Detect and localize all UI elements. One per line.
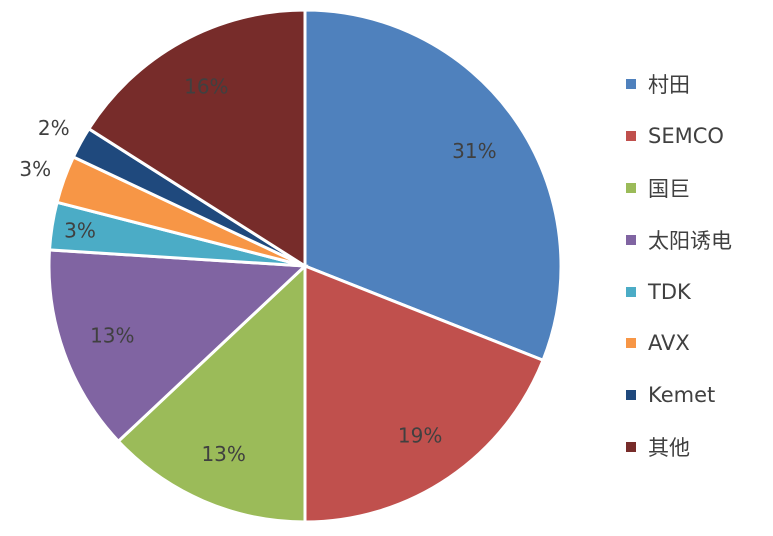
- legend-item: TDK: [626, 266, 732, 318]
- legend-swatch: [626, 234, 636, 245]
- legend-item: SEMCO: [626, 110, 732, 162]
- pie-slice: [303, 8, 563, 363]
- legend-item: 其他: [626, 421, 732, 473]
- legend-label: TDK: [648, 279, 691, 304]
- legend-label: SEMCO: [648, 123, 724, 148]
- pie-slice: [303, 263, 545, 524]
- pie-slice: [116, 262, 307, 524]
- legend-swatch: [626, 286, 636, 297]
- legend-label: 村田: [648, 72, 690, 97]
- legend-item: Kemet: [626, 369, 732, 421]
- data-label: 16%: [184, 75, 228, 99]
- data-label: 3%: [19, 157, 51, 181]
- legend-item: 村田: [626, 58, 732, 110]
- data-label: 31%: [452, 139, 496, 163]
- legend-label: 国巨: [648, 176, 690, 201]
- data-label: 13%: [201, 442, 245, 466]
- pie-slice: [86, 8, 307, 269]
- legend-label: Kemet: [648, 383, 716, 408]
- data-label: 13%: [90, 323, 134, 347]
- data-label: 2%: [38, 116, 70, 140]
- legend-label: AVX: [648, 331, 690, 356]
- legend: 村田 SEMCO 国巨 太阳诱电 TDK AVX Kemet 其他: [626, 58, 732, 473]
- data-label: 19%: [398, 423, 442, 447]
- legend-item: 太阳诱电: [626, 214, 732, 266]
- legend-swatch: [626, 390, 636, 401]
- legend-label: 其他: [648, 436, 690, 461]
- data-label: 3%: [64, 218, 96, 242]
- legend-swatch: [626, 442, 636, 453]
- legend-swatch: [626, 130, 636, 141]
- legend-item: AVX: [626, 317, 732, 369]
- legend-swatch: [626, 78, 636, 89]
- legend-swatch: [626, 182, 636, 193]
- legend-swatch: [626, 338, 636, 349]
- legend-item: 国巨: [626, 162, 732, 214]
- legend-label: 太阳诱电: [648, 228, 732, 253]
- pie-slice: [47, 248, 309, 444]
